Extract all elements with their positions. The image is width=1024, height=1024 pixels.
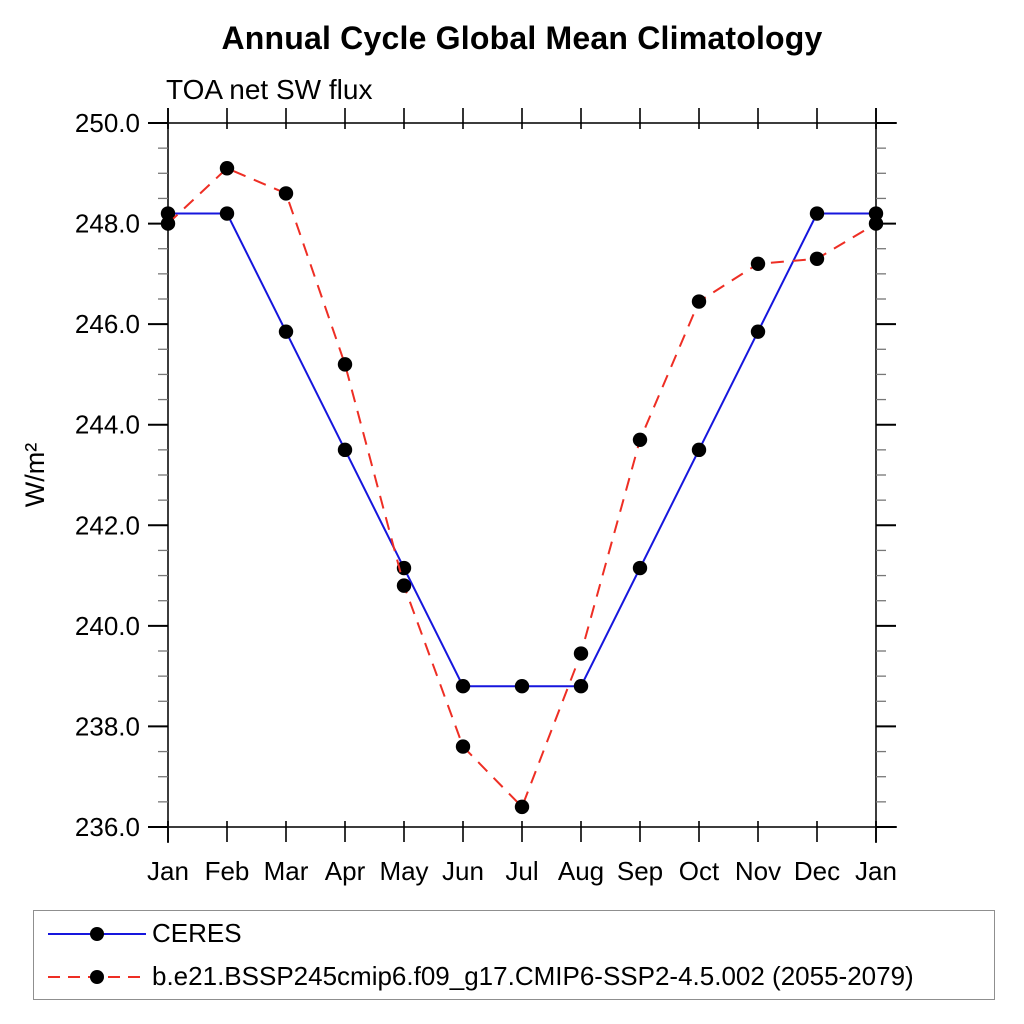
- data-point-marker: [514, 679, 530, 694]
- x-tick-label: Jan: [147, 856, 189, 886]
- data-point-marker: [691, 294, 707, 309]
- data-point-marker: [809, 251, 825, 266]
- y-axis-title: W/m²: [20, 443, 50, 507]
- data-point-marker: [809, 206, 825, 221]
- series-line-1: [167, 167, 877, 809]
- legend-sample-marker: [90, 969, 104, 984]
- data-point-marker: [573, 646, 589, 661]
- data-point-marker: [868, 206, 884, 221]
- y-tick-label: 248.0: [75, 209, 140, 239]
- x-tick-label: May: [379, 856, 428, 886]
- legend-line-sample-model: [48, 969, 146, 984]
- y-tick-label: 244.0: [75, 410, 140, 440]
- x-tick-label: Dec: [794, 856, 840, 886]
- data-point-marker: [160, 216, 176, 231]
- legend-item-model: b.e21.BSSP245cmip6.f09_g17.CMIP6-SSP2-4.…: [46, 955, 994, 998]
- data-point-marker: [750, 256, 766, 271]
- x-tick-label: Nov: [735, 856, 781, 886]
- chart-title: Annual Cycle Global Mean Climatology: [221, 20, 823, 56]
- data-point-marker: [632, 560, 648, 576]
- series-line-0: [168, 212, 876, 688]
- data-point-marker: [278, 324, 294, 339]
- legend: CERES b.e21.BSSP245cmip6.f09_g17.CMIP6-S…: [33, 910, 995, 1000]
- data-point-marker: [691, 442, 707, 458]
- data-point-marker: [396, 578, 412, 593]
- x-tick-label: Oct: [679, 856, 720, 886]
- x-tick-label: Apr: [325, 856, 366, 886]
- legend-sample-marker: [90, 926, 104, 941]
- x-tick-label: Jun: [442, 856, 484, 886]
- legend-item-ceres: CERES: [46, 912, 994, 955]
- data-point-marker: [337, 357, 353, 372]
- data-point-marker: [632, 432, 648, 447]
- y-tick-label: 242.0: [75, 510, 140, 540]
- data-point-marker: [337, 442, 353, 458]
- y-tick-label: 236.0: [75, 812, 140, 842]
- data-point-marker: [455, 679, 471, 694]
- x-tick-label: Feb: [205, 856, 250, 886]
- data-point-marker: [514, 799, 530, 815]
- chart-subtitle: TOA net SW flux: [166, 74, 373, 105]
- legend-label-model: b.e21.BSSP245cmip6.f09_g17.CMIP6-SSP2-4.…: [152, 961, 914, 991]
- legend-line-sample-ceres: [48, 926, 146, 941]
- x-tick-label: Jul: [505, 856, 538, 886]
- data-point-marker: [219, 206, 235, 221]
- data-point-marker: [573, 679, 589, 694]
- y-tick-label: 250.0: [75, 108, 140, 138]
- x-tick-label: Sep: [617, 856, 663, 886]
- x-tick-label: Aug: [558, 856, 604, 886]
- data-point-marker: [278, 186, 294, 201]
- data-point-marker: [868, 216, 884, 231]
- data-point-marker: [219, 161, 235, 176]
- data-point-marker: [455, 739, 471, 754]
- plot-area: 236.0 238.0 240.0 242.0 244.0 246.0 248.0 250.0…: [20, 108, 897, 886]
- data-point-marker: [160, 206, 176, 221]
- y-tick-label: 238.0: [75, 711, 140, 741]
- y-tick-label: 246.0: [75, 309, 140, 339]
- data-point-marker: [750, 324, 766, 339]
- legend-label-ceres: CERES: [152, 918, 242, 948]
- x-tick-label: Jan: [855, 856, 897, 886]
- y-tick-label: 240.0: [75, 611, 140, 641]
- x-tick-label: Mar: [264, 856, 309, 886]
